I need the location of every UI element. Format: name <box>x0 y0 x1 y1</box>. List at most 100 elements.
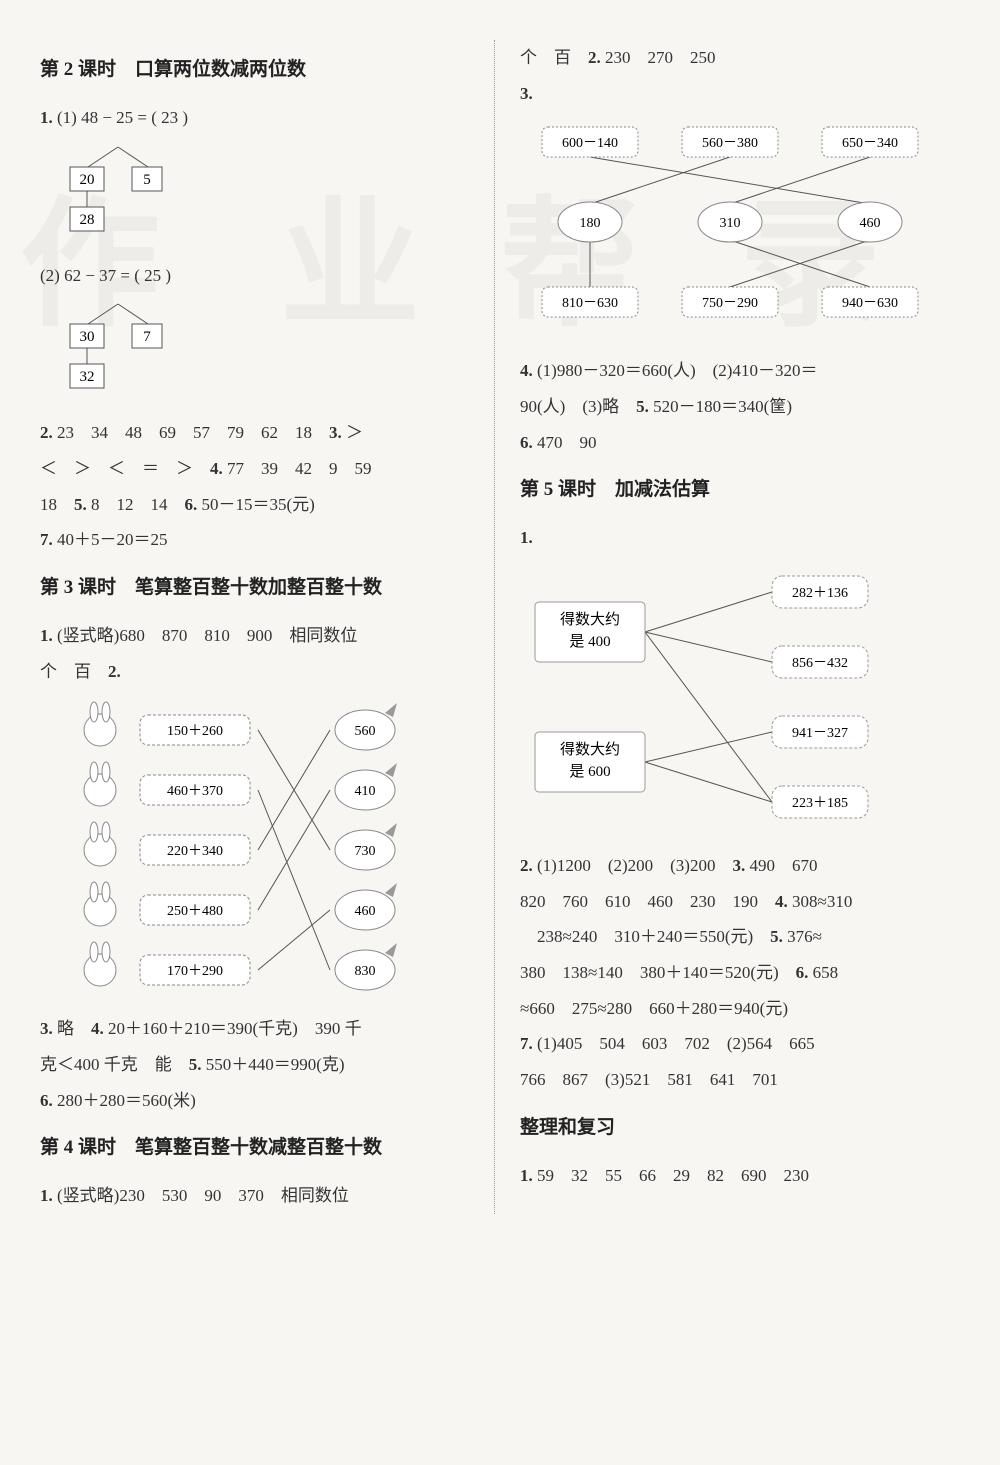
rq5v: 520－180＝340(筐) <box>653 397 792 416</box>
r-top-v: 个 百 <box>520 48 571 67</box>
q1p2-expr: 62 − 37 = ( 25 ) <box>64 266 171 285</box>
l4q1: 1. (竖式略)230 530 90 370 相同数位 <box>40 1178 469 1214</box>
l5q2: 2. (1)1200 (2)200 (3)200 3. 490 670 <box>520 848 960 884</box>
lesson3-title: 第 3 课时 笔算整百整十数加整百整十数 <box>40 568 469 608</box>
svg-text:460: 460 <box>355 904 376 919</box>
q2-vals: 23 34 48 69 57 79 62 18 <box>57 423 312 442</box>
l3q6: 6. 280＋280＝560(米) <box>40 1083 469 1119</box>
revq1v: 59 32 55 66 29 82 690 230 <box>537 1166 809 1185</box>
l3q5v: 550＋440＝990(克) <box>206 1055 345 1074</box>
l5q7a: 7. (1)405 504 603 702 (2)564 665 <box>520 1026 960 1062</box>
l3q4a: 20＋160＋210＝390(千克) 390 千 <box>108 1019 362 1038</box>
q1-label: 1. (1) 48 − 25 = ( 23 ) <box>40 100 469 136</box>
l5q1-diagram: 得数大约是 400得数大约是 600282＋136856－432941－3272… <box>520 562 940 842</box>
right-column: 个 百 2. 230 270 250 3. 600－140 560－380 650－… <box>520 40 960 1214</box>
l5q7av: (1)405 504 603 702 (2)564 665 <box>537 1034 815 1053</box>
rq4v: (1)980－320＝660(人) (2)410－320＝ <box>537 361 817 380</box>
l5l2: 820 760 610 460 230 190 4. 308≈310 <box>520 884 960 920</box>
r-top: 个 百 2. 230 270 250 <box>520 40 960 76</box>
rq4b: 90(人) (3)略 5. 520－180＝340(筐) <box>520 389 960 425</box>
l5q4bv: 238≈240 310＋240＝550(元) <box>537 927 753 946</box>
rq2c: 230 270 250 <box>605 48 716 67</box>
l3q1v: (竖式略)680 870 810 900 相同数位 <box>57 626 357 645</box>
column-divider <box>494 40 495 1214</box>
svg-text:是 600: 是 600 <box>569 764 610 780</box>
svg-text:170＋290: 170＋290 <box>167 964 223 979</box>
svg-text:940－630: 940－630 <box>842 296 898 311</box>
box-b: 5 <box>143 172 151 188</box>
l5l4: 380 138≈140 380＋140＝520(元) 6. 658 <box>520 955 960 991</box>
l5q5v: 376≈ <box>787 927 822 946</box>
svg-text:30: 30 <box>80 329 95 345</box>
svg-text:856－432: 856－432 <box>792 656 848 671</box>
svg-text:是 400: 是 400 <box>569 634 610 650</box>
l5q3v: 490 670 <box>749 856 817 875</box>
l3q1: 1. (竖式略)680 870 810 900 相同数位 <box>40 618 469 654</box>
svg-text:560: 560 <box>355 724 376 739</box>
page-content: 第 2 课时 口算两位数减两位数 1. (1) 48 − 25 = ( 23 )… <box>40 40 960 1214</box>
l3q3: 3. 略 4. 20＋160＋210＝390(千克) 390 千 <box>40 1011 469 1047</box>
q1p2-diagram: 30 7 32 <box>40 299 220 409</box>
svg-text:得数大约: 得数大约 <box>560 741 620 758</box>
rq4: 4. (1)980－320＝660(人) (2)410－320＝ <box>520 353 960 389</box>
l3-line2: 个 百 2. <box>40 654 469 690</box>
l5q6a: 658 <box>813 963 839 982</box>
svg-text:32: 32 <box>80 369 95 385</box>
l5q4a: 308≈310 <box>792 892 852 911</box>
l5q1-label: 1. <box>520 520 960 556</box>
q1p1-expr: 48 − 25 = ( 23 ) <box>81 108 188 127</box>
svg-text:650－340: 650－340 <box>842 136 898 151</box>
q3-match-diagram: 600－140560－380650－340180310460810－630750… <box>520 117 960 347</box>
l5q4b: 238≈240 310＋240＝550(元) 5. 376≈ <box>520 919 960 955</box>
svg-text:410: 410 <box>355 784 376 799</box>
rq6v: 470 90 <box>537 433 597 452</box>
svg-text:250＋480: 250＋480 <box>167 904 223 919</box>
svg-text:223＋185: 223＋185 <box>792 796 848 811</box>
lesson4-title: 第 4 课时 笔算整百整十数减整百整十数 <box>40 1128 469 1168</box>
review-title: 整理和复习 <box>520 1108 960 1148</box>
box-a: 20 <box>80 172 95 188</box>
l3q6v: 280＋280＝560(米) <box>57 1091 196 1110</box>
q2-line: 2. 23 34 48 69 57 79 62 18 3. ＞ <box>40 415 469 451</box>
q3-val: ＞ <box>346 423 363 442</box>
l5l2v: 820 760 610 460 230 190 <box>520 892 758 911</box>
l5q2v: (1)1200 (2)200 (3)200 <box>537 856 715 875</box>
q4-vals: 77 39 42 9 59 <box>227 459 372 478</box>
l3q4b: 克＜400 千克 能 5. 550＋440＝990(克) <box>40 1047 469 1083</box>
l3q4bv: 克＜400 千克 能 <box>40 1055 172 1074</box>
svg-text:810－630: 810－630 <box>562 296 618 311</box>
q6v: 50－15＝35(元) <box>202 495 315 514</box>
svg-text:560－380: 560－380 <box>702 136 758 151</box>
q1p2-label: (2) 62 − 37 = ( 25 ) <box>40 258 469 294</box>
lesson2-title: 第 2 课时 口算两位数减两位数 <box>40 50 469 90</box>
lesson5-title: 第 5 课时 加减法估算 <box>520 470 960 510</box>
svg-text:310: 310 <box>720 216 741 231</box>
rq4bv: 90(人) (3)略 <box>520 397 619 416</box>
svg-text:941－327: 941－327 <box>792 726 848 741</box>
left-column: 第 2 课时 口算两位数减两位数 1. (1) 48 − 25 = ( 23 )… <box>40 40 469 1214</box>
svg-text:282＋136: 282＋136 <box>792 586 848 601</box>
svg-text:600－140: 600－140 <box>562 136 618 151</box>
l2-sym: ＜ ＞ ＜ ＝ ＞ <box>40 459 193 478</box>
svg-text:得数大约: 得数大约 <box>560 611 620 628</box>
svg-text:460: 460 <box>860 216 881 231</box>
svg-text:220＋340: 220＋340 <box>167 844 223 859</box>
svg-text:180: 180 <box>580 216 601 231</box>
l3v: 18 <box>40 495 57 514</box>
box-c: 28 <box>80 212 95 228</box>
l3l2: 个 百 <box>40 662 91 681</box>
svg-text:730: 730 <box>355 844 376 859</box>
line3: 18 5. 8 12 14 6. 50－15＝35(元) <box>40 487 469 523</box>
l5l4v: 380 138≈140 380＋140＝520(元) <box>520 963 779 982</box>
l3q3v: 略 <box>57 1019 74 1038</box>
q5v: 8 12 14 <box>91 495 168 514</box>
svg-text:460＋370: 460＋370 <box>167 784 223 799</box>
rabbit-match-diagram: 150＋260460＋370220＋340250＋480170＋29056041… <box>40 695 440 1005</box>
rq3-label: 3. <box>520 76 960 112</box>
rev-q1: 1. 59 32 55 66 29 82 690 230 <box>520 1158 960 1194</box>
l4q1v: (竖式略)230 530 90 370 相同数位 <box>57 1186 349 1205</box>
l5q6b: ≈660 275≈280 660＋280＝940(元) <box>520 991 960 1027</box>
q7-line: 7. 40＋5－20＝25 <box>40 522 469 558</box>
svg-text:7: 7 <box>143 329 151 345</box>
rq6: 6. 470 90 <box>520 425 960 461</box>
